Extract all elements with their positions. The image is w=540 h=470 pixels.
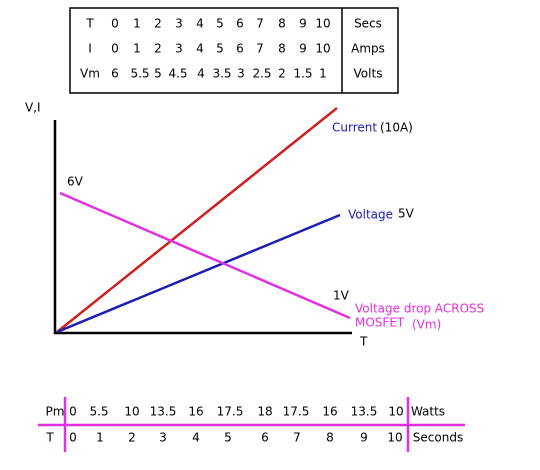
vm-label: MOSFET <box>355 316 405 330</box>
table-cell: 5 <box>216 42 224 56</box>
current-label: Current <box>332 121 377 135</box>
table-cell: 5 <box>224 431 232 445</box>
table-cell: 2.5 <box>252 67 271 81</box>
end-voltage-label: 1V <box>333 289 350 303</box>
table-cell: 10 <box>315 42 330 56</box>
table-cell: Pm <box>46 405 65 419</box>
table-cell: 5 <box>216 17 224 31</box>
table-cell: 1 <box>133 42 141 56</box>
vm-line <box>59 191 351 320</box>
table-cell: 10 <box>387 431 402 445</box>
table-cell: 0 <box>111 17 119 31</box>
table-cell: 7 <box>256 17 264 31</box>
table-cell: 1 <box>133 17 141 31</box>
table-cell: Seconds <box>413 431 463 445</box>
table-cell: Secs <box>354 17 382 31</box>
voltage-max-label: 5V <box>398 207 415 221</box>
table-cell: 10 <box>124 405 139 419</box>
table-cell: 1 <box>319 67 327 81</box>
table-cell: 3 <box>175 42 183 56</box>
table-cell: 2 <box>128 431 136 445</box>
table-cell: 13.5 <box>150 405 177 419</box>
table-cell: 13.5 <box>351 405 378 419</box>
table-cell: 5.5 <box>89 405 108 419</box>
voltage-label: Voltage <box>348 208 393 222</box>
current-max-label: (10A) <box>380 121 413 135</box>
table-cell: 3.5 <box>212 67 231 81</box>
table-cell: 8 <box>326 431 334 445</box>
table-cell: 10 <box>315 17 330 31</box>
table-cell: 0 <box>69 405 77 419</box>
table-cell: Volts <box>354 67 383 81</box>
table-cell: 1 <box>96 431 104 445</box>
vm-label: Voltage drop ACROSS <box>355 302 484 316</box>
table-cell: 16 <box>322 405 337 419</box>
table-cell: Amps <box>351 42 385 56</box>
table-cell: 4 <box>192 431 200 445</box>
table-cell: 3 <box>175 17 183 31</box>
table-cell: 8 <box>278 17 286 31</box>
table-border <box>69 7 399 94</box>
y-axis-label: V,I <box>25 101 41 115</box>
table-cell: 1.5 <box>293 67 312 81</box>
table-cell: 6 <box>236 42 244 56</box>
table-cell: 17.5 <box>283 405 310 419</box>
table-cell: 2 <box>154 17 162 31</box>
start-voltage-label: 6V <box>67 175 84 189</box>
table-cell: 8 <box>278 42 286 56</box>
table-cell: 4 <box>197 67 205 81</box>
x-axis-label: T <box>359 335 368 349</box>
table-cell: 4.5 <box>168 67 187 81</box>
table-cell: 5.5 <box>130 67 149 81</box>
table-cell: 9 <box>299 17 307 31</box>
table-cell: 9 <box>360 431 368 445</box>
table-cell: 5 <box>154 67 162 81</box>
vm-symbol: (Vm) <box>412 318 441 332</box>
table-cell: 3 <box>237 67 245 81</box>
table-cell: 18 <box>257 405 272 419</box>
table-cell: 6 <box>111 67 119 81</box>
table-cell: 6 <box>236 17 244 31</box>
table-cell: 17.5 <box>217 405 244 419</box>
table-cell: T <box>45 431 54 445</box>
table-cell: 16 <box>188 405 203 419</box>
table-cell: Vm <box>80 67 100 81</box>
table-cell: 3 <box>159 431 167 445</box>
table-cell: 2 <box>278 67 286 81</box>
table-cell: I <box>88 42 92 56</box>
table-cell: Watts <box>411 405 445 419</box>
table-cell: 4 <box>196 17 204 31</box>
table-cell: 7 <box>256 42 264 56</box>
table-cell: 2 <box>154 42 162 56</box>
table-cell: 9 <box>299 42 307 56</box>
table-cell: 0 <box>69 431 77 445</box>
voltage-line <box>56 213 341 334</box>
current-line <box>56 107 338 333</box>
table-cell: 10 <box>388 405 403 419</box>
table-cell: 0 <box>111 42 119 56</box>
table-cell: T <box>85 17 94 31</box>
table-cell: 7 <box>293 431 301 445</box>
table-cell: 4 <box>196 42 204 56</box>
table-cell: 6 <box>261 431 269 445</box>
